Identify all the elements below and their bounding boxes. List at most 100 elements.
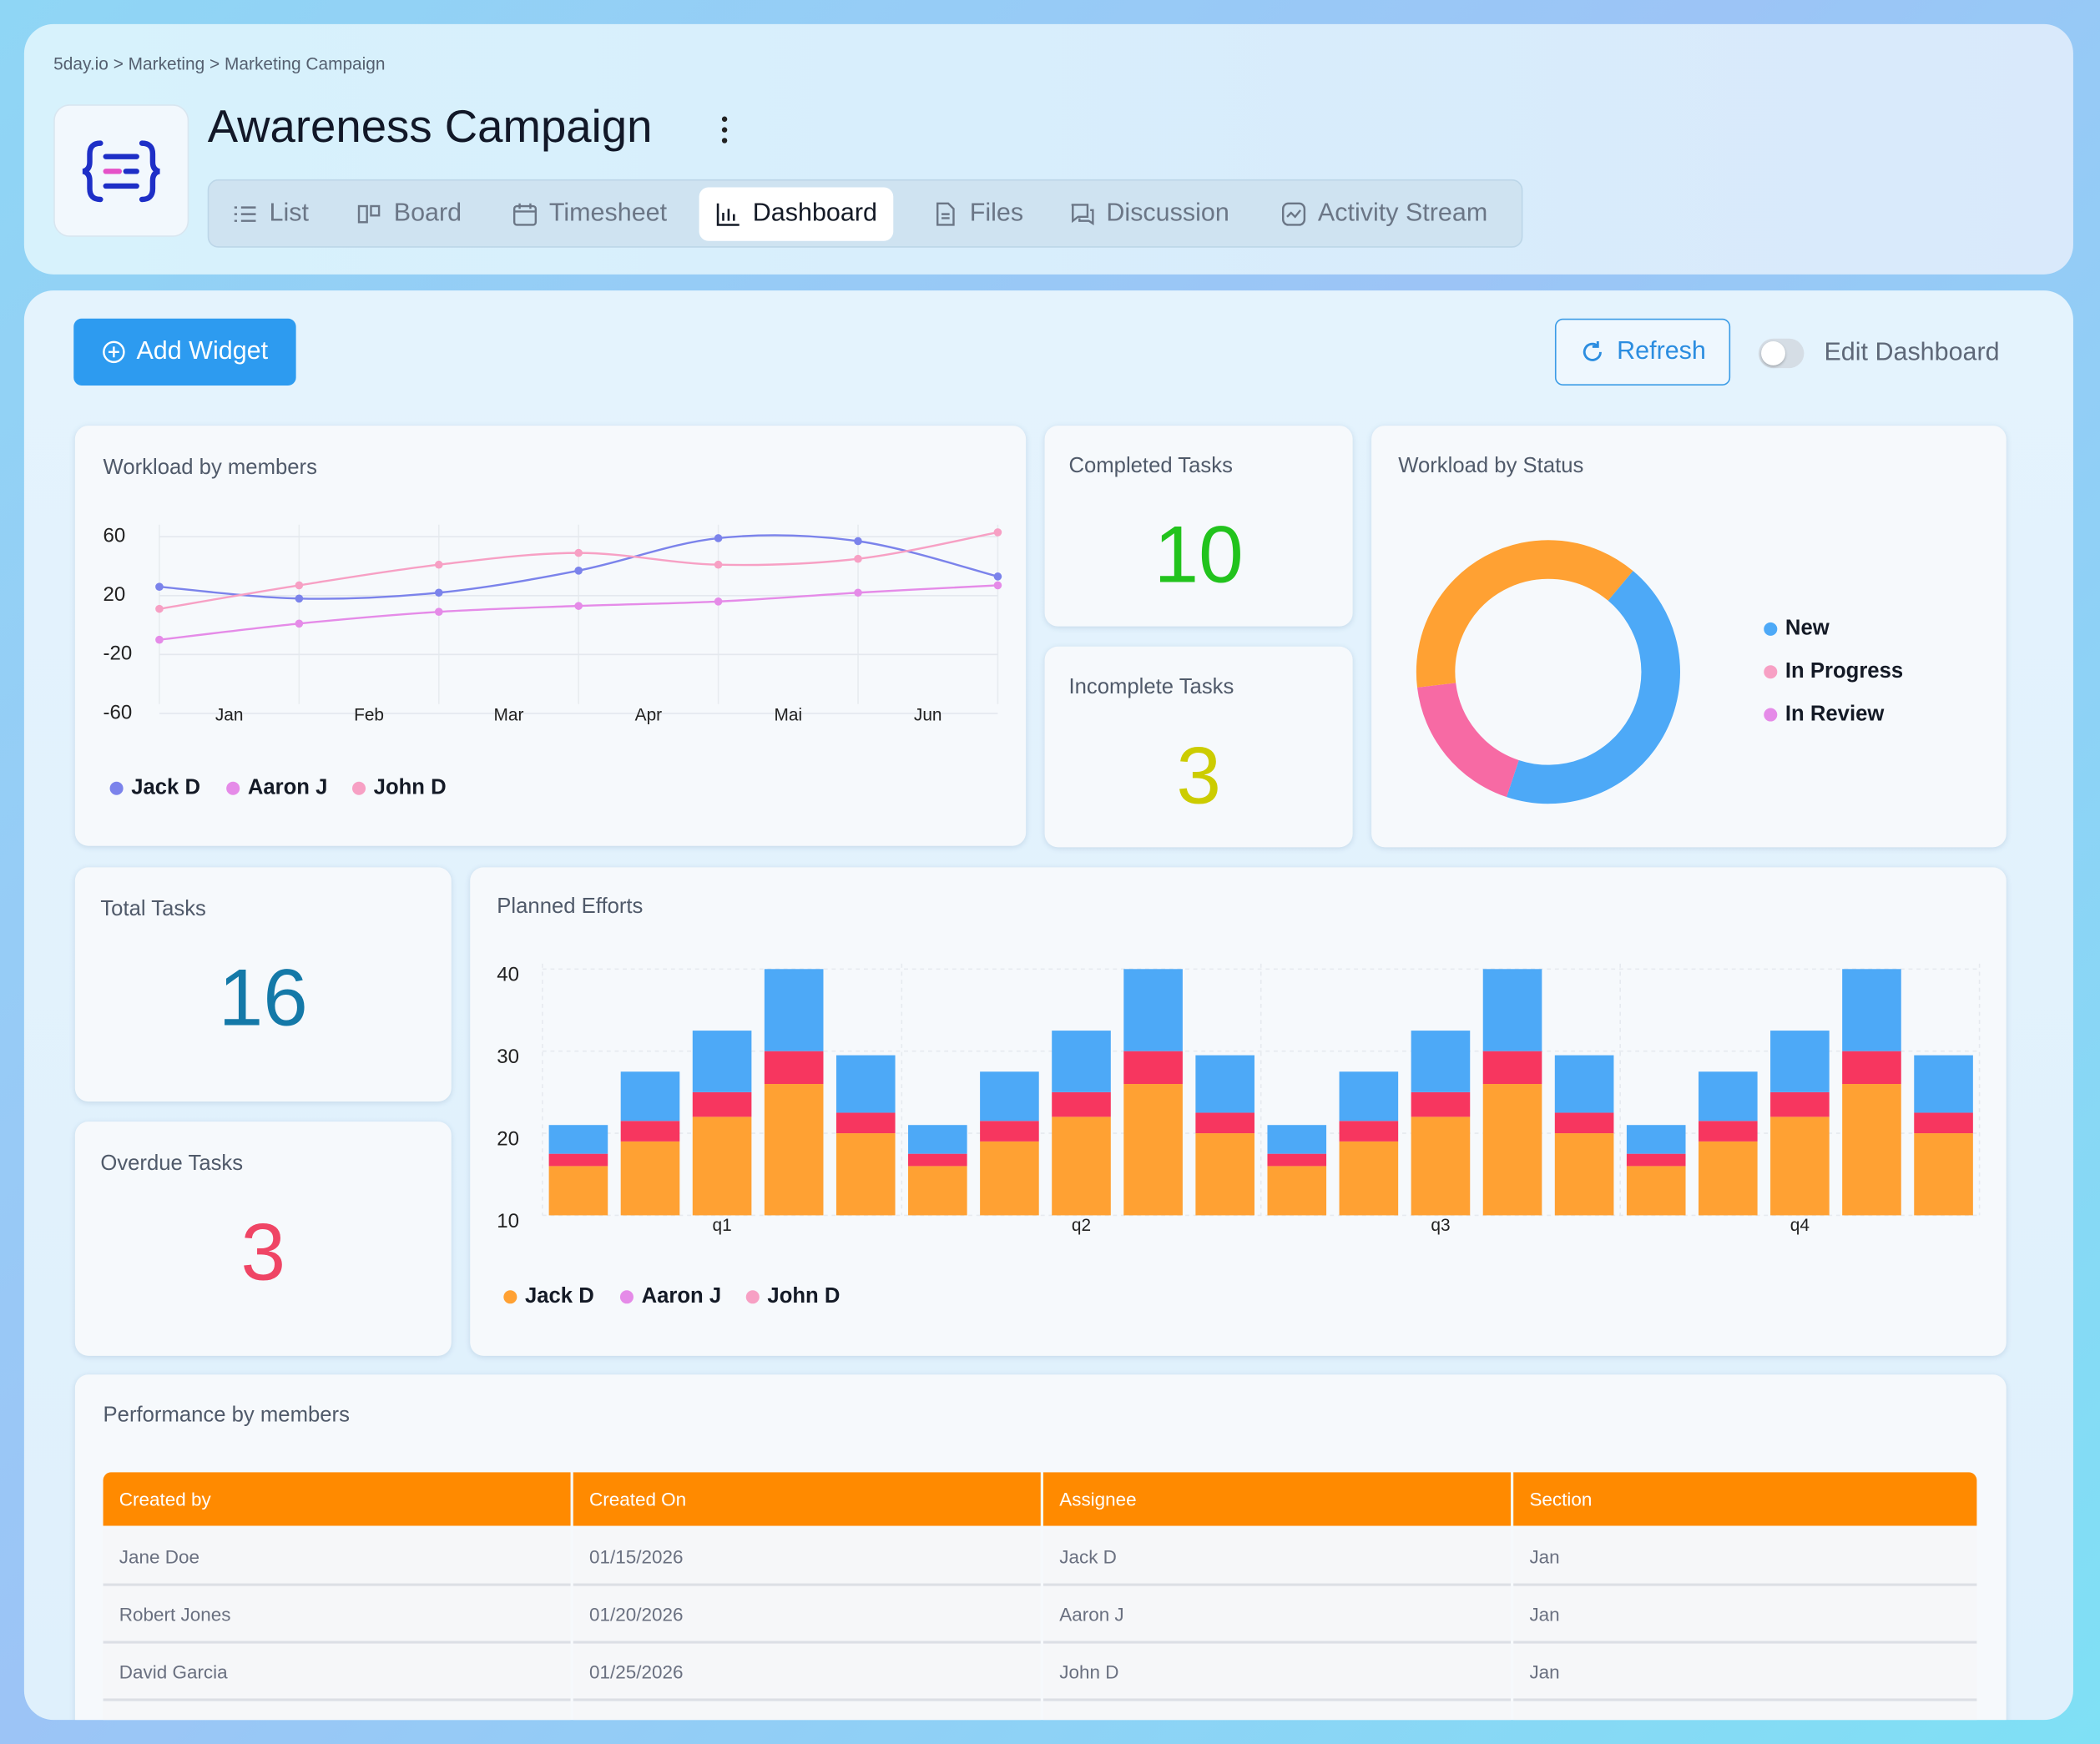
tab-label: Discussion bbox=[1106, 199, 1229, 228]
bar-segment bbox=[1052, 1116, 1111, 1216]
data-point bbox=[993, 581, 1002, 590]
tab[interactable]: List bbox=[215, 188, 325, 241]
data-point bbox=[854, 588, 862, 597]
data-point bbox=[574, 548, 583, 557]
tab-icon bbox=[936, 202, 955, 226]
legend-label: In Review bbox=[1785, 702, 1884, 725]
bar-segment bbox=[1698, 1121, 1758, 1142]
table-cell: Robert Jones bbox=[103, 1585, 571, 1644]
bar-segment bbox=[980, 1071, 1039, 1122]
data-point bbox=[993, 528, 1002, 537]
data-point bbox=[295, 619, 304, 628]
table-cell bbox=[1513, 1701, 1977, 1721]
data-point bbox=[155, 604, 164, 613]
widget-title: Incomplete Tasks bbox=[1068, 676, 1234, 699]
tab[interactable]: Activity Stream bbox=[1265, 188, 1504, 241]
refresh-button[interactable]: Refresh bbox=[1554, 318, 1731, 386]
legend-swatch bbox=[109, 781, 124, 795]
tab-label: Board bbox=[393, 199, 462, 228]
bar-segment bbox=[1339, 1121, 1399, 1142]
x-tick-label: Mar bbox=[494, 706, 524, 725]
tab-label: Files bbox=[969, 199, 1024, 228]
bar-segment bbox=[764, 1084, 824, 1216]
tab-icon bbox=[234, 206, 256, 222]
tab[interactable]: Discussion bbox=[1053, 188, 1245, 241]
widget-title: Planned Efforts bbox=[497, 895, 644, 919]
tab[interactable]: Timesheet bbox=[496, 188, 684, 241]
legend-swatch bbox=[745, 1290, 760, 1304]
bar-segment bbox=[692, 1091, 752, 1117]
bar-segment bbox=[1052, 1091, 1111, 1117]
stat-value: 16 bbox=[218, 953, 308, 1043]
table-cell bbox=[1042, 1701, 1511, 1721]
legend-label: Jack D bbox=[131, 776, 200, 799]
data-point bbox=[993, 572, 1002, 581]
bar-segment bbox=[980, 1121, 1039, 1142]
data-point bbox=[295, 594, 304, 603]
bar-segment bbox=[1411, 1116, 1471, 1216]
breadcrumb[interactable]: 5day.io > Marketing > Marketing Campaign bbox=[53, 53, 386, 74]
button-label: Add Widget bbox=[136, 337, 269, 365]
donut-slice bbox=[1416, 682, 1520, 798]
legend-swatch bbox=[1764, 665, 1778, 679]
y-tick-label: 60 bbox=[103, 525, 126, 547]
bar-segment bbox=[1626, 1166, 1686, 1216]
bar-segment bbox=[1482, 969, 1542, 1051]
bar-segment bbox=[1482, 1084, 1542, 1216]
legend-label: New bbox=[1785, 617, 1830, 640]
more-menu[interactable] bbox=[716, 115, 732, 144]
table-cell bbox=[103, 1701, 571, 1721]
table-cell: David Garcia bbox=[103, 1643, 571, 1701]
tab-label: Timesheet bbox=[548, 199, 668, 228]
add-widget-button[interactable]: Add Widget bbox=[73, 318, 296, 386]
legend-label: In Progress bbox=[1785, 659, 1903, 683]
bar-segment bbox=[980, 1141, 1039, 1216]
data-point bbox=[155, 635, 164, 644]
tab[interactable]: Files bbox=[916, 188, 1040, 241]
legend-label: Jack D bbox=[525, 1284, 594, 1308]
tab[interactable]: Board bbox=[341, 188, 478, 241]
data-point bbox=[854, 554, 862, 563]
legend-swatch bbox=[619, 1290, 634, 1304]
y-tick-label: 20 bbox=[103, 583, 126, 606]
widget-title: Overdue Tasks bbox=[100, 1152, 244, 1176]
tab-label: List bbox=[269, 199, 309, 228]
bar-segment bbox=[620, 1071, 680, 1122]
table-header-cell: Section bbox=[1513, 1472, 1977, 1526]
toggle-knob bbox=[1761, 341, 1785, 365]
widget-card bbox=[1044, 646, 1353, 848]
tab-icon bbox=[1071, 204, 1094, 226]
tab[interactable]: Dashboard bbox=[699, 187, 894, 241]
data-point bbox=[714, 597, 723, 606]
data-point bbox=[714, 560, 723, 569]
bar-segment bbox=[1411, 1031, 1471, 1092]
table-header-cell: Assignee bbox=[1042, 1472, 1511, 1526]
bar-segment bbox=[548, 1153, 608, 1167]
data-point bbox=[434, 588, 443, 597]
table-cell bbox=[573, 1701, 1041, 1721]
bar-segment bbox=[835, 1133, 896, 1216]
data-point bbox=[574, 602, 583, 610]
y-tick-label: 30 bbox=[497, 1046, 519, 1068]
x-tick-label: q2 bbox=[1072, 1216, 1091, 1235]
bar-segment bbox=[692, 1031, 752, 1092]
widget-card bbox=[74, 867, 452, 1102]
bar-segment bbox=[620, 1141, 680, 1216]
bar-segment bbox=[908, 1153, 967, 1167]
tab-label: Dashboard bbox=[752, 199, 877, 228]
y-tick-label: -20 bbox=[103, 643, 133, 665]
bar-segment bbox=[1626, 1153, 1686, 1167]
table-cell: Aaron J bbox=[1042, 1585, 1511, 1644]
bar-segment bbox=[1770, 1091, 1830, 1117]
data-point bbox=[714, 534, 723, 542]
project-title: Awareness Campaign bbox=[207, 101, 653, 153]
tab-bar: List Board Timesheet Dashboard Files Dis… bbox=[207, 179, 1523, 248]
refresh-icon bbox=[1583, 341, 1603, 361]
legend-label: Aaron J bbox=[642, 1284, 722, 1308]
bar-segment bbox=[1554, 1055, 1614, 1113]
bar-segment bbox=[1626, 1125, 1686, 1154]
legend-swatch bbox=[226, 781, 240, 795]
tab-icon bbox=[512, 203, 538, 226]
bar-segment bbox=[1411, 1091, 1471, 1117]
